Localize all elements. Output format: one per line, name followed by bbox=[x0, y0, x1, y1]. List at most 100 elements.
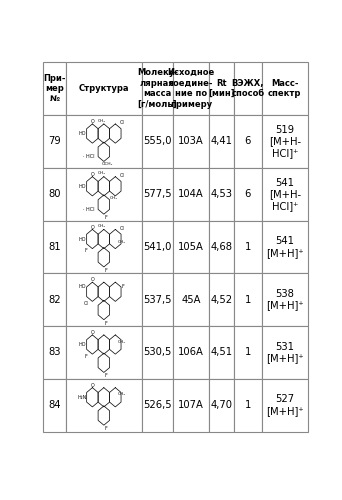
Bar bbox=[234, 220, 262, 274]
Text: O: O bbox=[91, 119, 94, 124]
Bar bbox=[262, 274, 308, 326]
Bar bbox=[142, 379, 173, 432]
Text: 82: 82 bbox=[48, 294, 61, 304]
Text: Исходное
соедине-
ние по
примеру: Исходное соедине- ние по примеру bbox=[168, 68, 215, 108]
Text: 83: 83 bbox=[48, 348, 61, 358]
Text: O: O bbox=[91, 224, 94, 230]
Bar bbox=[209, 326, 234, 379]
Text: F: F bbox=[104, 426, 107, 431]
Text: Масс-
спектр: Масс- спектр bbox=[268, 79, 301, 98]
Bar bbox=[234, 379, 262, 432]
Bar bbox=[173, 326, 209, 379]
Bar bbox=[262, 326, 308, 379]
Text: CH₃: CH₃ bbox=[98, 118, 106, 122]
Bar bbox=[262, 379, 308, 432]
Bar bbox=[173, 62, 209, 115]
Text: 105A: 105A bbox=[178, 242, 204, 252]
Bar bbox=[66, 168, 142, 220]
Text: F: F bbox=[104, 215, 107, 220]
Text: 6: 6 bbox=[245, 136, 251, 146]
Bar bbox=[234, 62, 262, 115]
Text: 537,5: 537,5 bbox=[143, 294, 171, 304]
Text: 530,5: 530,5 bbox=[143, 348, 171, 358]
Text: O: O bbox=[91, 382, 94, 388]
Text: CH₃: CH₃ bbox=[98, 172, 106, 175]
Text: O: O bbox=[91, 277, 94, 282]
Text: 541
[M+H]⁺: 541 [M+H]⁺ bbox=[266, 236, 304, 258]
Text: При-
мер
№: При- мер № bbox=[43, 74, 66, 104]
Text: CH₃: CH₃ bbox=[118, 392, 126, 396]
Text: HO: HO bbox=[79, 284, 86, 290]
Text: 107A: 107A bbox=[178, 400, 204, 410]
Text: HO: HO bbox=[79, 342, 86, 347]
Bar bbox=[209, 62, 234, 115]
Text: Cl: Cl bbox=[120, 173, 124, 178]
Bar bbox=[43, 220, 66, 274]
Bar bbox=[66, 274, 142, 326]
Text: 538
[M+H]⁺: 538 [M+H]⁺ bbox=[266, 289, 304, 310]
Text: HO: HO bbox=[79, 131, 86, 136]
Bar bbox=[43, 326, 66, 379]
Text: 84: 84 bbox=[48, 400, 61, 410]
Text: H₂N: H₂N bbox=[77, 395, 87, 400]
Bar bbox=[66, 326, 142, 379]
Text: 527
[M+H]⁺: 527 [M+H]⁺ bbox=[266, 394, 304, 416]
Text: HO: HO bbox=[79, 184, 86, 189]
Bar bbox=[234, 168, 262, 220]
Text: 106A: 106A bbox=[178, 348, 204, 358]
Text: F: F bbox=[104, 374, 107, 378]
Bar bbox=[209, 115, 234, 168]
Text: 4,51: 4,51 bbox=[211, 348, 233, 358]
Text: 1: 1 bbox=[245, 400, 251, 410]
Text: F: F bbox=[121, 284, 124, 290]
Text: 1: 1 bbox=[245, 348, 251, 358]
Text: 526,5: 526,5 bbox=[143, 400, 172, 410]
Text: CH₃: CH₃ bbox=[118, 340, 126, 344]
Bar bbox=[234, 326, 262, 379]
Text: 4,41: 4,41 bbox=[211, 136, 233, 146]
Bar bbox=[142, 326, 173, 379]
Bar bbox=[43, 115, 66, 168]
Bar bbox=[234, 115, 262, 168]
Text: 79: 79 bbox=[48, 136, 61, 146]
Text: OCH₃: OCH₃ bbox=[102, 162, 113, 166]
Text: 4,70: 4,70 bbox=[211, 400, 233, 410]
Text: F: F bbox=[104, 268, 107, 273]
Bar bbox=[209, 379, 234, 432]
Text: 577,5: 577,5 bbox=[143, 189, 172, 199]
Text: Cl: Cl bbox=[120, 226, 124, 231]
Bar bbox=[66, 115, 142, 168]
Text: 1: 1 bbox=[245, 242, 251, 252]
Bar bbox=[43, 274, 66, 326]
Bar bbox=[43, 168, 66, 220]
Bar bbox=[209, 168, 234, 220]
Bar bbox=[142, 220, 173, 274]
Bar bbox=[173, 379, 209, 432]
Text: Структура: Структура bbox=[79, 84, 129, 93]
Bar bbox=[173, 274, 209, 326]
Text: Rt
[мин]: Rt [мин] bbox=[208, 79, 235, 98]
Text: F: F bbox=[84, 248, 87, 253]
Text: HO: HO bbox=[79, 236, 86, 242]
Text: Cl: Cl bbox=[83, 301, 88, 306]
Text: 541
[M+H-
HCl]⁺: 541 [M+H- HCl]⁺ bbox=[269, 178, 301, 211]
Bar bbox=[66, 379, 142, 432]
Bar bbox=[142, 115, 173, 168]
Bar bbox=[173, 168, 209, 220]
Bar bbox=[173, 220, 209, 274]
Text: O: O bbox=[91, 330, 94, 335]
Bar bbox=[209, 220, 234, 274]
Bar bbox=[262, 220, 308, 274]
Text: 6: 6 bbox=[245, 189, 251, 199]
Text: 4,68: 4,68 bbox=[211, 242, 233, 252]
Text: 519
[M+H-
HCl]⁺: 519 [M+H- HCl]⁺ bbox=[269, 125, 301, 158]
Bar bbox=[209, 274, 234, 326]
Bar bbox=[43, 379, 66, 432]
Bar bbox=[142, 62, 173, 115]
Text: · HCl: · HCl bbox=[83, 207, 95, 212]
Text: 531
[M+H]⁺: 531 [M+H]⁺ bbox=[266, 342, 304, 363]
Text: 45A: 45A bbox=[181, 294, 201, 304]
Bar bbox=[142, 274, 173, 326]
Text: · HCl: · HCl bbox=[83, 154, 95, 159]
Text: ВЭЖХ,
способ: ВЭЖХ, способ bbox=[231, 79, 264, 98]
